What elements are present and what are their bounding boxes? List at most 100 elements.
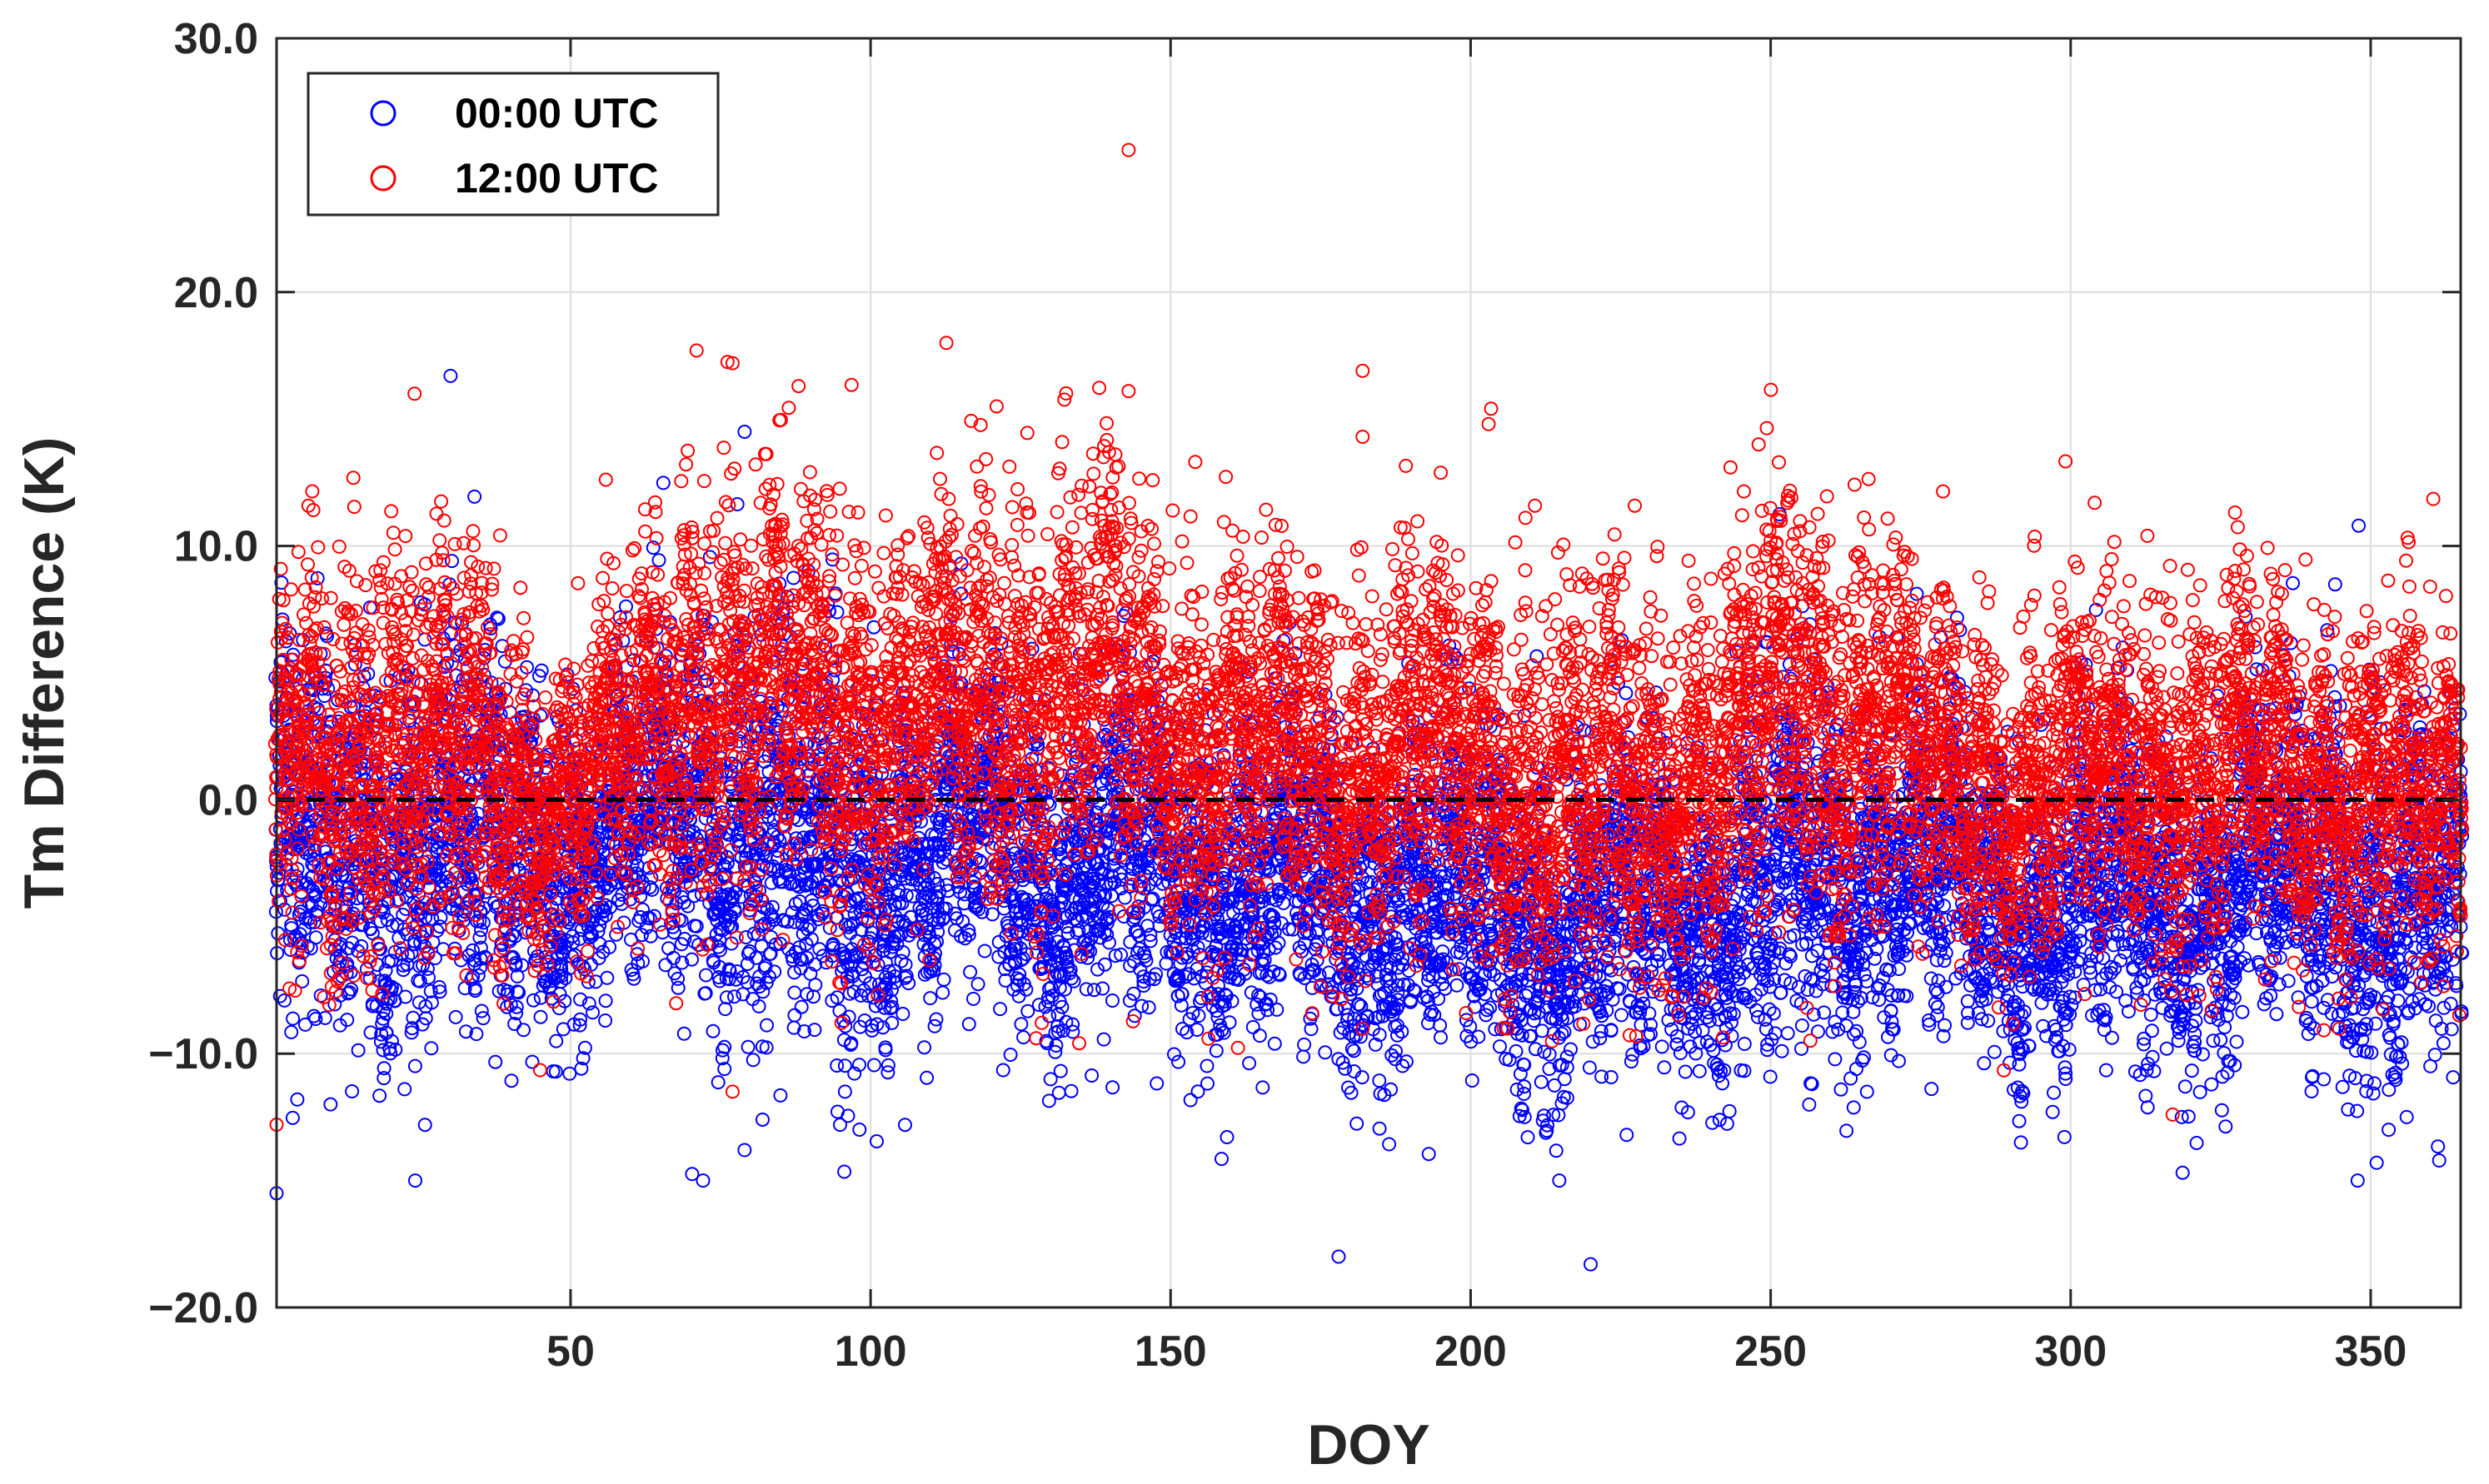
data-point bbox=[515, 958, 530, 973]
data-point bbox=[445, 554, 459, 569]
data-point bbox=[534, 663, 549, 678]
data-point bbox=[479, 951, 493, 966]
data-point bbox=[341, 887, 355, 902]
data-point bbox=[509, 999, 524, 1014]
data-point bbox=[526, 993, 541, 1008]
data-point bbox=[377, 1071, 392, 1086]
data-point bbox=[432, 984, 447, 999]
data-point bbox=[549, 1033, 564, 1048]
data-point bbox=[573, 992, 588, 1007]
data-point bbox=[477, 949, 492, 964]
data-point bbox=[431, 979, 446, 994]
data-point bbox=[495, 639, 510, 654]
data-point bbox=[488, 1054, 503, 1069]
data-point bbox=[343, 964, 358, 979]
data-point bbox=[469, 887, 484, 902]
data-point bbox=[493, 943, 508, 958]
data-point bbox=[307, 1008, 322, 1023]
data-point bbox=[401, 949, 416, 964]
data-point bbox=[548, 1064, 563, 1079]
data-point bbox=[558, 971, 573, 985]
data-point bbox=[382, 1041, 397, 1056]
data-point bbox=[388, 982, 403, 997]
data-point bbox=[533, 708, 548, 723]
data-point bbox=[310, 570, 325, 585]
data-point bbox=[308, 1012, 323, 1026]
data-point bbox=[469, 1027, 484, 1042]
data-point bbox=[295, 974, 310, 989]
data-point bbox=[385, 1033, 399, 1048]
data-point bbox=[306, 869, 320, 884]
data-point bbox=[354, 939, 369, 954]
data-point bbox=[408, 1173, 422, 1188]
data-point bbox=[472, 930, 487, 945]
data-point bbox=[373, 904, 388, 919]
data-point bbox=[511, 985, 526, 1000]
data-point bbox=[285, 1110, 300, 1125]
data-point bbox=[384, 954, 399, 969]
data-point bbox=[468, 984, 482, 998]
data-point bbox=[474, 923, 488, 938]
data-point bbox=[284, 1024, 299, 1039]
data-point bbox=[412, 974, 427, 989]
data-point bbox=[471, 816, 486, 831]
series-00utc bbox=[268, 368, 2470, 1272]
data-point bbox=[373, 914, 388, 929]
data-point bbox=[509, 1006, 524, 1021]
data-point bbox=[504, 1073, 519, 1088]
data-point bbox=[272, 989, 287, 1003]
data-point bbox=[398, 989, 413, 1004]
data-point bbox=[379, 1006, 394, 1021]
data-point bbox=[501, 984, 515, 998]
data-point bbox=[557, 993, 572, 1008]
data-point bbox=[424, 1041, 439, 1056]
data-point bbox=[448, 1009, 463, 1024]
data-point bbox=[476, 1011, 491, 1026]
data-point bbox=[317, 1010, 332, 1025]
data-point bbox=[286, 1011, 301, 1026]
data-point bbox=[317, 689, 332, 704]
data-point bbox=[272, 865, 287, 880]
data-point bbox=[417, 1118, 432, 1133]
data-point bbox=[307, 843, 322, 858]
data-point bbox=[351, 1043, 366, 1058]
data-point bbox=[421, 970, 436, 985]
data-point bbox=[467, 489, 482, 504]
data-point bbox=[397, 876, 411, 890]
data-point bbox=[290, 1092, 305, 1107]
data-point bbox=[533, 1009, 548, 1024]
data-point bbox=[340, 1013, 355, 1028]
data-point bbox=[377, 1061, 392, 1076]
data-point bbox=[344, 982, 359, 997]
data-point bbox=[340, 957, 355, 971]
data-point bbox=[404, 1025, 419, 1040]
data-point bbox=[388, 1042, 403, 1057]
data-point bbox=[567, 948, 582, 963]
data-point bbox=[516, 1023, 531, 1038]
data-point bbox=[562, 1066, 577, 1081]
data-point bbox=[407, 1058, 422, 1073]
data-point bbox=[345, 1084, 360, 1098]
data-point bbox=[491, 611, 506, 626]
data-point bbox=[376, 1003, 391, 1018]
data-point bbox=[573, 1012, 587, 1027]
data-point bbox=[293, 904, 308, 919]
data-point bbox=[363, 1025, 378, 1040]
data-point bbox=[423, 984, 438, 998]
data-points bbox=[267, 142, 2470, 1272]
data-point bbox=[466, 943, 480, 958]
data-point bbox=[474, 1003, 489, 1018]
data-point bbox=[307, 914, 322, 929]
data-point bbox=[424, 995, 439, 1010]
data-point bbox=[458, 1024, 473, 1039]
data-point bbox=[385, 979, 399, 994]
data-point bbox=[476, 915, 491, 930]
data-point bbox=[356, 917, 370, 932]
data-point bbox=[277, 993, 292, 1008]
data-point bbox=[440, 655, 455, 670]
data-point bbox=[274, 575, 289, 590]
data-point bbox=[333, 988, 348, 1003]
data-point bbox=[490, 610, 505, 625]
data-point bbox=[430, 924, 445, 939]
